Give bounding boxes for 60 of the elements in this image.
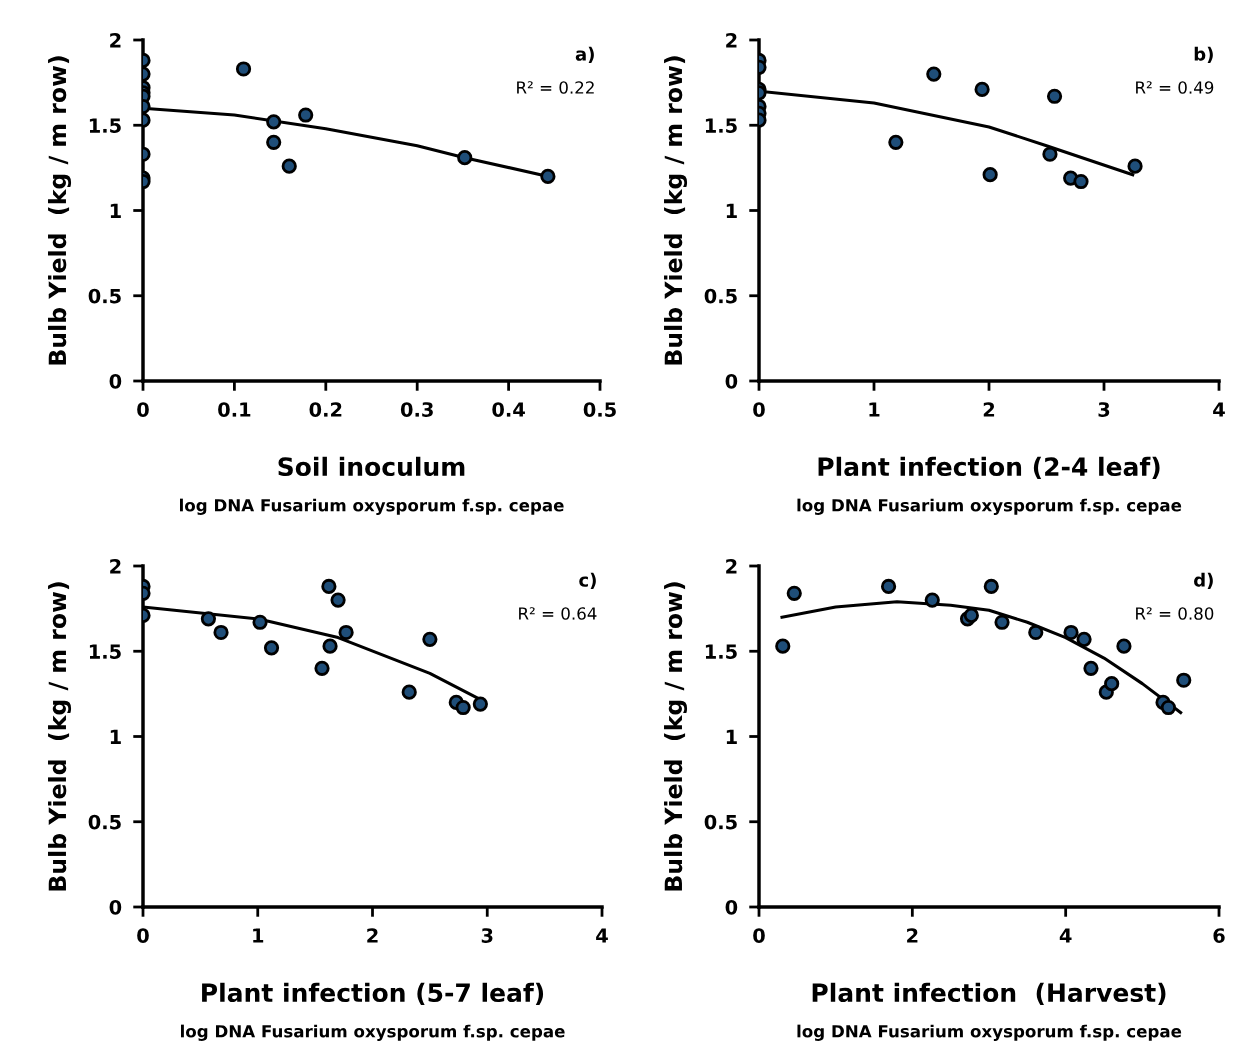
x-tick-label: 0.2 bbox=[309, 402, 342, 417]
annotation: b) bbox=[1194, 46, 1213, 63]
x-tick-label: 0 bbox=[753, 402, 765, 417]
text: log DNA Fusarium oxysporum f.sp. cepae bbox=[179, 498, 564, 515]
x-axis-title: Soil inoculum bbox=[278, 456, 465, 477]
x-tick-label: 0.3 bbox=[400, 402, 433, 417]
y-tick-label: 2 bbox=[726, 558, 737, 574]
text: log DNA Fusarium oxysporum f.sp. cepae bbox=[797, 498, 1182, 515]
y-tick-label: 1 bbox=[726, 203, 737, 218]
y-tick-label: 1.5 bbox=[705, 644, 737, 659]
x-axis-title: Plant infection (Harvest) bbox=[812, 982, 1166, 1006]
x-tick-label: 0 bbox=[137, 928, 149, 943]
y-tick-label: 2 bbox=[726, 32, 737, 48]
x-tick-label: 0.5 bbox=[583, 402, 616, 417]
y-tick-label: 1 bbox=[110, 203, 121, 218]
y-axis-title: Bulb Yield (kg / m row) bbox=[664, 582, 688, 891]
x-tick-label: 0.4 bbox=[492, 402, 525, 417]
annotation: d) bbox=[1194, 572, 1213, 589]
annotation: a) bbox=[575, 46, 594, 63]
x-tick-label: 0.1 bbox=[218, 402, 251, 417]
x-tick-label: 6 bbox=[1213, 928, 1225, 943]
x-tick-label: 2 bbox=[367, 928, 378, 943]
annotation: R² = 0.64 bbox=[519, 607, 597, 620]
y-tick-label: 0 bbox=[725, 373, 738, 389]
y-tick-label: 0.5 bbox=[88, 288, 121, 304]
y-tick-label: 0.5 bbox=[88, 814, 121, 830]
annotation: R² = 0.80 bbox=[1136, 607, 1214, 620]
x-tick-label: 4 bbox=[1213, 402, 1225, 417]
y-axis-title: Bulb Yield (kg / m row) bbox=[664, 56, 688, 365]
x-tick-label: 2 bbox=[983, 402, 995, 417]
y-tick-label: 2 bbox=[110, 558, 121, 574]
x-tick-label: 1 bbox=[869, 402, 880, 417]
y-tick-label: 1.5 bbox=[705, 118, 737, 133]
x-tick-label: 1 bbox=[253, 928, 264, 943]
x-tick-label: 3 bbox=[1098, 402, 1110, 417]
y-tick-label: 0 bbox=[109, 373, 122, 389]
y-tick-label: 1.5 bbox=[89, 118, 121, 133]
x-tick-label: 2 bbox=[907, 928, 918, 943]
y-tick-label: 1 bbox=[110, 729, 121, 744]
y-tick-label: 2 bbox=[110, 32, 121, 48]
y-tick-label: 0 bbox=[725, 899, 738, 915]
annotation: R² = 0.49 bbox=[1136, 81, 1214, 94]
x-tick-label: 3 bbox=[481, 928, 493, 943]
x-tick-label: 4 bbox=[1059, 928, 1072, 943]
y-axis-title: Bulb Yield (kg / m row) bbox=[48, 582, 72, 891]
x-tick-label: 0 bbox=[137, 402, 149, 417]
x-tick-label: 4 bbox=[596, 928, 608, 943]
annotation: c) bbox=[579, 572, 596, 589]
text: log DNA Fusarium oxysporum f.sp. cepae bbox=[180, 1024, 565, 1041]
x-axis-title: Plant infection (2-4 leaf) bbox=[818, 456, 1160, 480]
y-axis-title: Bulb Yield (kg / m row) bbox=[48, 56, 72, 365]
y-tick-label: 1 bbox=[726, 729, 737, 744]
y-tick-label: 0.5 bbox=[704, 288, 737, 304]
y-tick-label: 0 bbox=[109, 899, 122, 915]
x-tick-label: 0 bbox=[753, 928, 765, 943]
annotation: R² = 0.22 bbox=[517, 81, 594, 94]
y-tick-label: 0.5 bbox=[704, 814, 737, 830]
text: log DNA Fusarium oxysporum f.sp. cepae bbox=[797, 1024, 1182, 1041]
y-tick-label: 1.5 bbox=[89, 644, 121, 659]
x-axis-title: Plant infection (5-7 leaf) bbox=[202, 982, 544, 1006]
